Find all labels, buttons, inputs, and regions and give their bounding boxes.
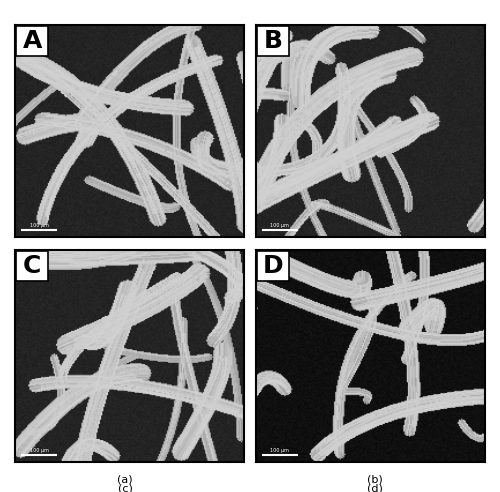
- Text: D: D: [262, 254, 283, 278]
- Text: (d): (d): [367, 483, 383, 492]
- FancyBboxPatch shape: [257, 26, 289, 56]
- Text: 100 μm: 100 μm: [30, 448, 48, 453]
- Text: B: B: [264, 29, 282, 53]
- Text: A: A: [22, 29, 42, 53]
- Text: 100 μm: 100 μm: [30, 222, 48, 227]
- Text: 100 μm: 100 μm: [270, 448, 289, 453]
- Text: (b): (b): [367, 475, 383, 485]
- Text: (c): (c): [118, 483, 132, 492]
- Text: C: C: [23, 254, 42, 278]
- Text: 100 μm: 100 μm: [270, 222, 289, 227]
- FancyBboxPatch shape: [16, 251, 48, 281]
- Text: (a): (a): [117, 475, 133, 485]
- FancyBboxPatch shape: [257, 251, 289, 281]
- FancyBboxPatch shape: [16, 26, 48, 56]
